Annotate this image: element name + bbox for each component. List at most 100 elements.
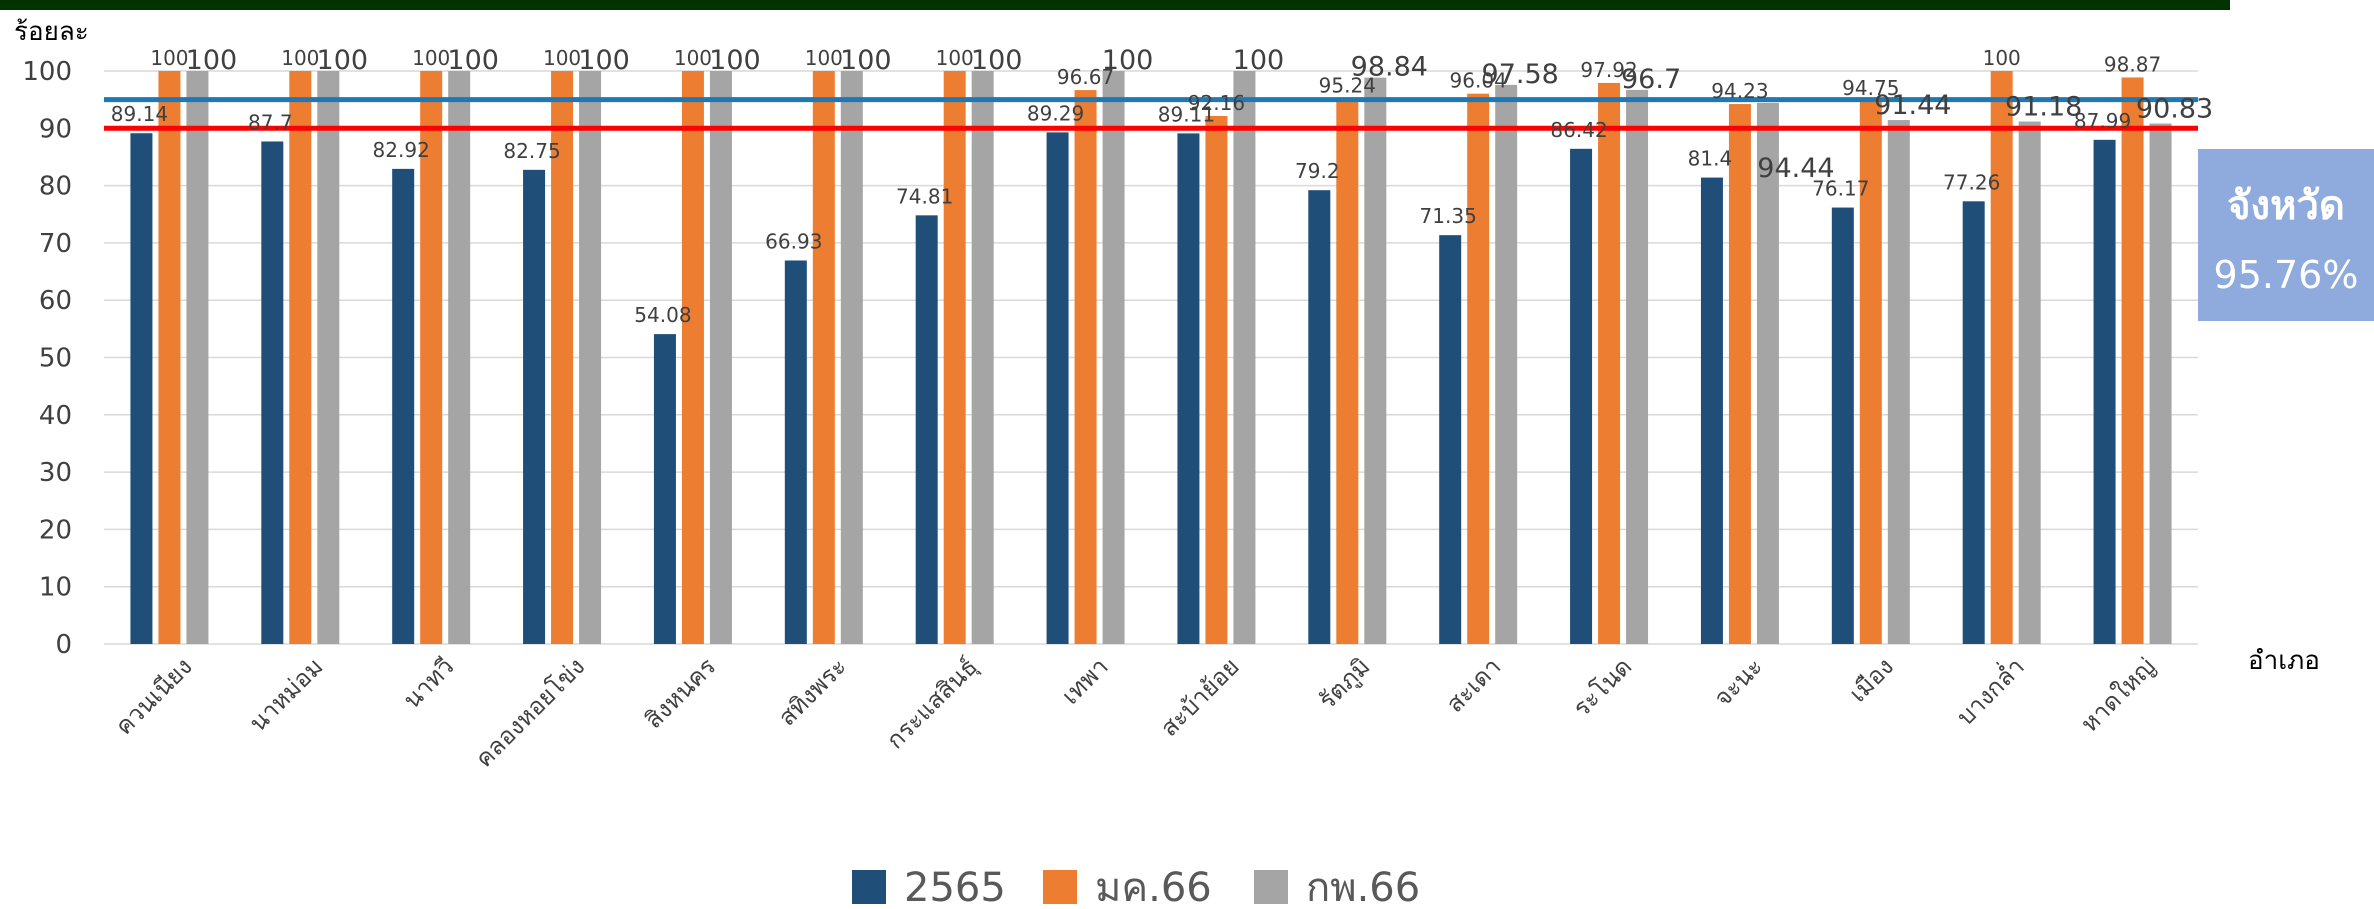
data-label: 98.87 xyxy=(2104,52,2161,76)
data-label: 86.42 xyxy=(1550,118,1607,142)
data-label: 91.18 xyxy=(2005,92,2082,123)
data-label: 94.23 xyxy=(1711,79,1768,103)
legend: 2565 มค.66 กพ.66 xyxy=(852,865,1420,909)
legend-label: กพ.66 xyxy=(1306,865,1420,909)
data-label: 100 xyxy=(936,46,974,70)
bar-2565-13 xyxy=(1831,207,1854,644)
bars xyxy=(130,71,2172,645)
legend-label: มค.66 xyxy=(1095,865,1212,909)
data-label: 100 xyxy=(840,45,892,76)
data-label: 100 xyxy=(543,46,581,70)
y-tick-label: 20 xyxy=(39,515,72,545)
data-label: 87.7 xyxy=(248,110,293,134)
x-category-label: คลองหอยโข่ง xyxy=(470,652,590,772)
data-label: 95.24 xyxy=(1319,73,1376,97)
x-category-label: ระโนด xyxy=(1568,652,1638,722)
data-label: 82.92 xyxy=(373,138,430,162)
data-label: 100 xyxy=(1233,45,1285,76)
data-labels: 89.1410010087.710010082.9210010082.75100… xyxy=(111,45,2213,327)
y-tick-label: 30 xyxy=(39,458,72,488)
province-title: จังหวัด xyxy=(2227,183,2345,229)
bar-กพ.66-12 xyxy=(1756,102,1779,644)
reference-lines xyxy=(104,97,2198,131)
bar-กพ.66-0 xyxy=(186,71,209,644)
data-label: 90.83 xyxy=(2136,94,2213,125)
data-label: 100 xyxy=(150,46,188,70)
data-label: 94.75 xyxy=(1842,76,1899,100)
bar-2565-12 xyxy=(1700,177,1723,644)
x-category-label: หาดใหญ่ xyxy=(2075,652,2160,737)
bar-2565-10 xyxy=(1439,235,1462,645)
bar-มค.66-3 xyxy=(551,71,574,644)
data-label: 97.58 xyxy=(1482,59,1559,90)
y-axis-ticks: 0 10 20 30 40 50 60 70 80 90 100 xyxy=(22,57,72,660)
data-label: 71.35 xyxy=(1420,204,1477,228)
bar-2565-7 xyxy=(1046,132,1069,645)
bar-กพ.66-3 xyxy=(579,71,602,644)
x-category-label: ควนเนียง xyxy=(110,652,198,740)
x-category-label: นาทวี xyxy=(398,652,460,714)
data-label: 76.17 xyxy=(1812,177,1869,201)
y-tick-label: 10 xyxy=(39,573,72,603)
data-label: 79.2 xyxy=(1295,159,1340,183)
x-category-label: สะบ้าย้อย xyxy=(1155,652,1245,742)
province-summary-box: จังหวัด 95.76% xyxy=(2198,149,2374,321)
bar-มค.66-2 xyxy=(420,71,443,644)
bar-2565-1 xyxy=(261,141,284,644)
data-label: 94.44 xyxy=(1757,153,1834,184)
legend-swatch xyxy=(1043,870,1077,904)
bar-2565-3 xyxy=(523,169,546,644)
province-value: 95.76% xyxy=(2213,253,2359,297)
data-label: 100 xyxy=(1102,45,1154,76)
bar-2565-14 xyxy=(1962,201,1985,644)
data-label: 100 xyxy=(971,45,1023,76)
bar-กพ.66-15 xyxy=(2149,123,2172,645)
bar-กพ.66-9 xyxy=(1364,77,1387,645)
bar-กพ.66-4 xyxy=(709,71,732,644)
bar-มค.66-0 xyxy=(158,71,181,644)
y-tick-label: 60 xyxy=(39,286,72,316)
legend-swatch xyxy=(852,870,886,904)
data-label: 100 xyxy=(805,46,843,70)
data-label: 100 xyxy=(578,45,630,76)
x-category-label: รัตภูมิ xyxy=(1313,652,1376,715)
bar-2565-15 xyxy=(2093,139,2116,644)
data-label: 92.16 xyxy=(1188,91,1245,115)
data-label: 98.84 xyxy=(1351,52,1428,83)
bar-มค.66-15 xyxy=(2121,77,2144,644)
data-label: 91.44 xyxy=(1874,90,1951,121)
data-label: 89.29 xyxy=(1027,101,1084,125)
y-tick-label: 50 xyxy=(39,344,72,374)
bar-มค.66-14 xyxy=(1990,71,2013,644)
bar-2565-8 xyxy=(1177,133,1200,644)
data-label: 87.99 xyxy=(2074,109,2131,133)
bar-กพ.66-8 xyxy=(1233,71,1256,644)
data-label: 66.93 xyxy=(765,229,822,253)
x-category-label: กระแสสินธุ์ xyxy=(881,652,984,755)
bar-มค.66-9 xyxy=(1336,98,1359,645)
y-tick-label: 40 xyxy=(39,401,72,431)
bar-มค.66-6 xyxy=(943,71,966,644)
data-label: 100 xyxy=(674,46,712,70)
bar-กพ.66-13 xyxy=(1887,120,1910,644)
bar-2565-5 xyxy=(784,260,807,644)
bar-2565-0 xyxy=(130,133,153,645)
bar-มค.66-7 xyxy=(1074,90,1097,644)
legend-label: 2565 xyxy=(904,865,1006,909)
top-header-bar xyxy=(0,0,2230,10)
data-label: 100 xyxy=(447,45,499,76)
bar-มค.66-5 xyxy=(812,71,835,644)
bar-มค.66-10 xyxy=(1467,93,1490,645)
data-label: 82.75 xyxy=(503,139,560,163)
bar-2565-4 xyxy=(653,334,676,644)
bar-2565-2 xyxy=(392,168,415,644)
data-label: 77.26 xyxy=(1943,170,2000,194)
y-tick-label: 100 xyxy=(22,57,72,87)
bar-กพ.66-14 xyxy=(2018,121,2041,645)
bar-2565-9 xyxy=(1308,190,1331,644)
bar-มค.66-4 xyxy=(681,71,704,644)
data-label: 100 xyxy=(709,45,761,76)
x-category-label: เมือง xyxy=(1844,652,1899,707)
bar-กพ.66-1 xyxy=(317,71,340,644)
